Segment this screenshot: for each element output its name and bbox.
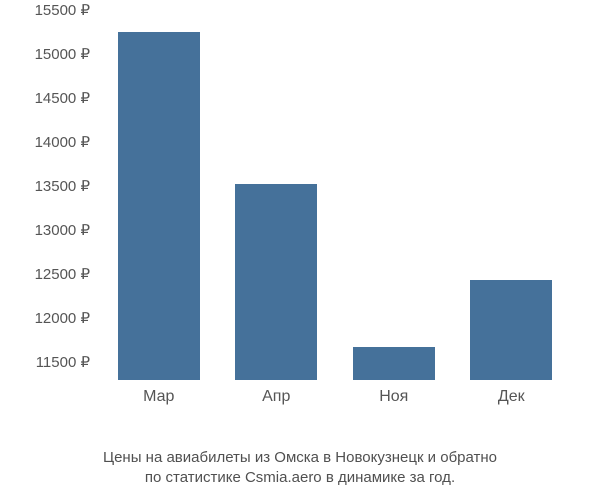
bar-group: [100, 10, 570, 380]
price-chart: 11500 ₽ 12000 ₽ 12500 ₽ 13000 ₽ 13500 ₽ 14000…: [0, 10, 600, 440]
x-tick-label: Мар: [143, 388, 174, 406]
caption-line-2: по статистике Csmia.aero в динамике за г…: [0, 468, 600, 488]
y-tick-label: 13500 ₽: [35, 177, 90, 195]
bar: [118, 32, 200, 380]
y-tick-label: 14500 ₽: [35, 89, 90, 107]
caption-line-1: Цены на авиабилеты из Омска в Новокузнец…: [0, 448, 600, 468]
y-axis-ticks: 11500 ₽ 12000 ₽ 12500 ₽ 13000 ₽ 13500 ₽ 14000…: [0, 10, 95, 380]
bar: [235, 184, 317, 380]
y-tick-label: 13000 ₽: [35, 221, 90, 239]
chart-caption: Цены на авиабилеты из Омска в Новокузнец…: [0, 448, 600, 489]
x-tick-label: Апр: [262, 388, 290, 406]
bar: [470, 280, 552, 380]
y-tick-label: 15500 ₽: [35, 1, 90, 19]
x-tick-label: Дек: [498, 388, 525, 406]
y-tick-label: 14000 ₽: [35, 133, 90, 151]
bar: [353, 347, 435, 380]
x-tick-label: Ноя: [379, 388, 408, 406]
y-tick-label: 11500 ₽: [36, 353, 90, 371]
x-axis-labels: Мар Апр Ноя Дек: [100, 388, 570, 418]
y-tick-label: 12000 ₽: [35, 309, 90, 327]
y-tick-label: 15000 ₽: [35, 45, 90, 63]
y-tick-label: 12500 ₽: [35, 265, 90, 283]
